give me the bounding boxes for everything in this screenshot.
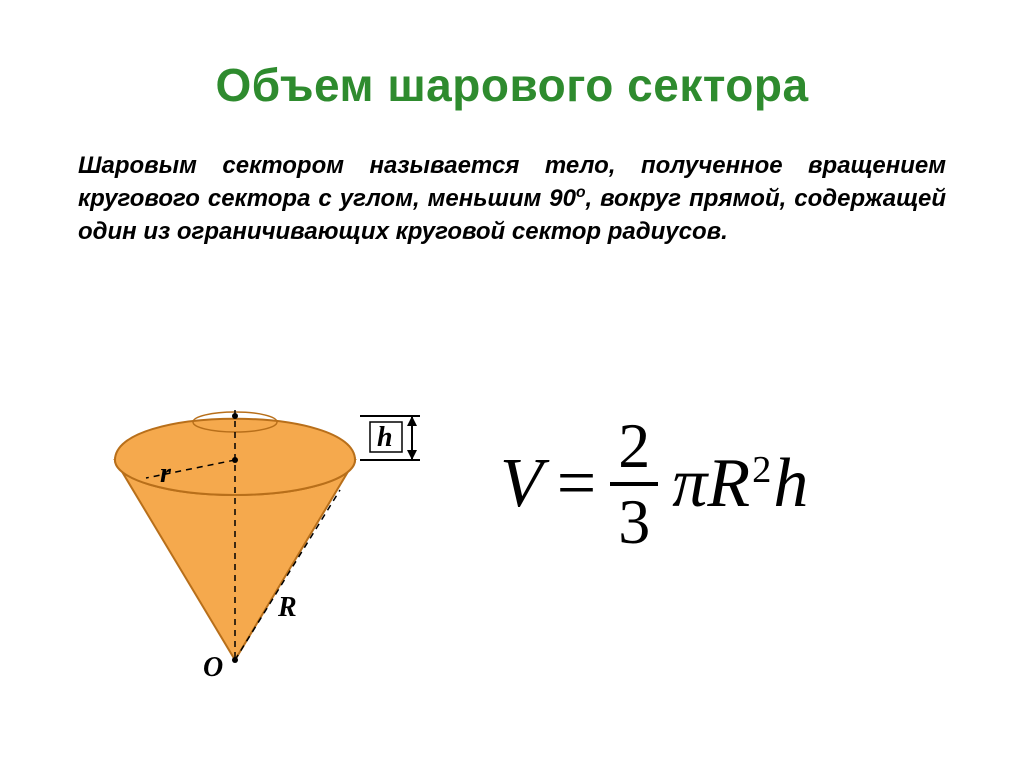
label-O: O <box>203 652 223 684</box>
definition-text: Шаровым сектором называется тело, получе… <box>78 150 946 248</box>
formula-h: h <box>773 445 808 522</box>
formula-R: R <box>707 445 750 522</box>
page-title: Объем шарового сектора <box>0 0 1024 112</box>
formula-den: 3 <box>610 486 658 558</box>
spherical-sector-diagram: r R O h <box>60 360 480 700</box>
label-R-big: R <box>278 592 297 624</box>
formula-pi: π <box>672 445 707 522</box>
volume-formula: V = 2 3 πR2h <box>500 410 808 558</box>
formula-exp: 2 <box>752 449 771 491</box>
formula-num: 2 <box>610 410 658 482</box>
label-h: h <box>377 422 393 454</box>
formula-V: V <box>500 444 543 524</box>
formula-fraction: 2 3 <box>610 410 658 558</box>
label-r: r <box>160 458 171 490</box>
formula-eq: = <box>557 444 596 524</box>
